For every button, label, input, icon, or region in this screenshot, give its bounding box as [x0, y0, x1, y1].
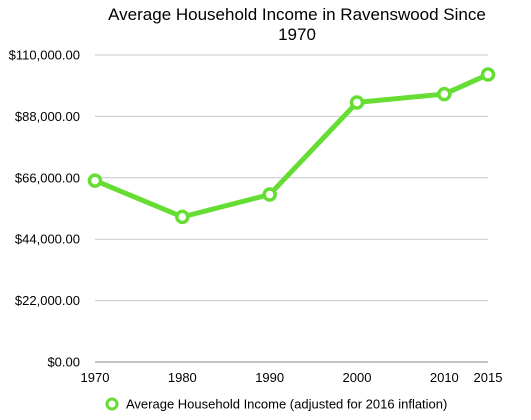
- y-tick-label: $0.00: [47, 355, 80, 370]
- data-point: [480, 67, 496, 82]
- x-tick-label: 2000: [343, 370, 372, 385]
- x-tick-label: 1990: [255, 370, 284, 385]
- x-tick-label: 2015: [474, 370, 503, 385]
- data-point: [262, 187, 277, 202]
- y-tick-label: $22,000.00: [15, 293, 80, 308]
- chart-title-line-1: Average Household Income in Ravenswood S…: [108, 5, 486, 24]
- data-point: [175, 209, 190, 225]
- chart-title: Average Household Income in Ravenswood S…: [108, 5, 486, 44]
- x-tick-label: 1970: [81, 370, 110, 385]
- legend-marker-icon: [105, 397, 119, 411]
- series-line-group: [87, 67, 496, 225]
- data-point: [87, 173, 103, 188]
- y-tick-label: $66,000.00: [15, 170, 80, 185]
- x-axis-ticks: 1970 1980 1990 2000 2010 2015: [81, 370, 503, 385]
- y-axis-ticks: $0.00 $22,000.00 $44,000.00 $66,000.00 $88,0…: [9, 48, 80, 370]
- x-tick-label: 1980: [168, 370, 197, 385]
- y-tick-label: $44,000.00: [15, 232, 80, 247]
- y-tick-label: $110,000.00: [9, 48, 80, 63]
- series-line: [92, 72, 491, 220]
- chart-title-line-2: 1970: [278, 25, 316, 44]
- x-tick-label: 2010: [430, 370, 459, 385]
- y-tick-label: $88,000.00: [15, 109, 80, 124]
- data-point: [349, 95, 365, 110]
- data-point: [437, 86, 452, 102]
- legend-label: Average Household Income (adjusted for 2…: [126, 397, 447, 412]
- legend: Average Household Income (adjusted for 2…: [105, 397, 447, 412]
- gridlines: [95, 54, 488, 363]
